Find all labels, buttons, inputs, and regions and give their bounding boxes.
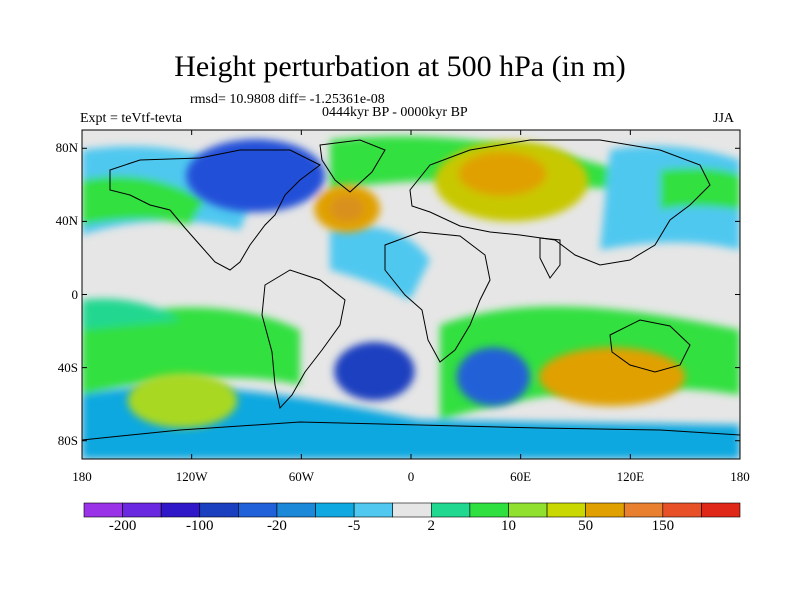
colorbar-swatch bbox=[701, 502, 741, 518]
coastline-greenland bbox=[319, 139, 386, 193]
lat-tick-label: 80S bbox=[57, 432, 78, 448]
period-label: 0444kyr BP - 0000kyr BP bbox=[322, 105, 468, 120]
lon-tick-label: 120W bbox=[175, 469, 208, 484]
anomaly-indian-ocean-negative bbox=[456, 347, 530, 406]
band-tropical-atlantic-cyan bbox=[330, 226, 430, 300]
axis-ticks bbox=[81, 130, 741, 459]
coastline-india bbox=[539, 237, 561, 279]
anomaly-eurasia-core bbox=[458, 151, 547, 196]
lat-tick-label: 0 bbox=[71, 286, 79, 302]
coastlines bbox=[82, 139, 740, 441]
colorbar-swatch bbox=[623, 502, 664, 518]
anomaly-australia-positive bbox=[538, 347, 686, 406]
colorbar-swatch bbox=[276, 502, 316, 518]
lon-tick-label: 60W bbox=[288, 469, 314, 484]
figure-title: Height perturbation at 500 hPa (in m) bbox=[174, 50, 626, 83]
band-southern-ocean-cyan bbox=[82, 386, 740, 459]
coastline-north-america bbox=[109, 149, 321, 271]
colorbar-swatch bbox=[430, 502, 471, 518]
colorbar-swatch bbox=[585, 502, 625, 518]
lon-tick-label: 60E bbox=[510, 469, 532, 484]
coastline-south-america bbox=[261, 269, 346, 410]
lat-tick-label: 40S bbox=[57, 359, 78, 375]
colorbar-label: 50 bbox=[578, 518, 594, 534]
experiment-label: Expt = teVtf-tevta bbox=[80, 111, 182, 126]
colorbar-label: -100 bbox=[186, 518, 214, 534]
lon-tick-label: 180 bbox=[730, 469, 750, 484]
band-east-pacific-tropic-green bbox=[82, 298, 180, 330]
band-south-pacific-green bbox=[82, 307, 300, 395]
colorbar-label: 10 bbox=[500, 518, 516, 534]
band-pacific-east-green bbox=[660, 167, 740, 210]
colorbar-label: -200 bbox=[108, 518, 137, 534]
lon-tick-label: 180 bbox=[72, 469, 92, 484]
colorbar-swatch bbox=[122, 502, 162, 518]
colorbar-label: -5 bbox=[347, 518, 361, 534]
season-label: JJA bbox=[713, 111, 735, 126]
map-panel bbox=[81, 129, 741, 460]
colorbar-swatch bbox=[392, 502, 432, 518]
colorbar-swatch bbox=[662, 502, 702, 518]
coastline-antarctica bbox=[82, 421, 740, 441]
anomaly-southeast-pacific-positive bbox=[127, 373, 238, 428]
lat-tick-label: 80N bbox=[55, 140, 78, 156]
coastline-eurasia bbox=[409, 139, 711, 266]
anomaly-field bbox=[82, 136, 740, 459]
lat-tick-label: 40N bbox=[55, 213, 78, 229]
colorbar-swatch bbox=[315, 502, 355, 518]
anomaly-north-america-negative bbox=[186, 139, 326, 213]
colorbar-swatch bbox=[469, 502, 509, 518]
colorbar bbox=[83, 502, 741, 518]
coastline-africa bbox=[384, 231, 491, 363]
colorbar-swatch bbox=[353, 502, 394, 518]
colorbar-label: 150 bbox=[651, 518, 675, 534]
lon-tick-label: 0 bbox=[407, 469, 415, 484]
colorbar-label: 2 bbox=[427, 518, 436, 534]
colorbar-swatch bbox=[508, 502, 548, 518]
band-north-pacific-green bbox=[82, 176, 205, 225]
coastline-australia bbox=[609, 319, 691, 373]
colorbar-swatch bbox=[546, 502, 586, 518]
colorbar-swatch bbox=[199, 502, 239, 518]
anomaly-north-atlantic-core bbox=[330, 195, 364, 222]
anomaly-south-atlantic-negative bbox=[334, 342, 415, 401]
colorbar-swatch bbox=[160, 502, 201, 518]
lon-tick-label: 120E bbox=[616, 469, 645, 484]
rmsd-diff-stats: rmsd= 10.9808 diff= -1.25361e-08 bbox=[190, 92, 385, 107]
colorbar-swatch bbox=[83, 502, 123, 518]
colorbar-label: -20 bbox=[266, 518, 287, 534]
colorbar-swatch bbox=[238, 502, 278, 518]
